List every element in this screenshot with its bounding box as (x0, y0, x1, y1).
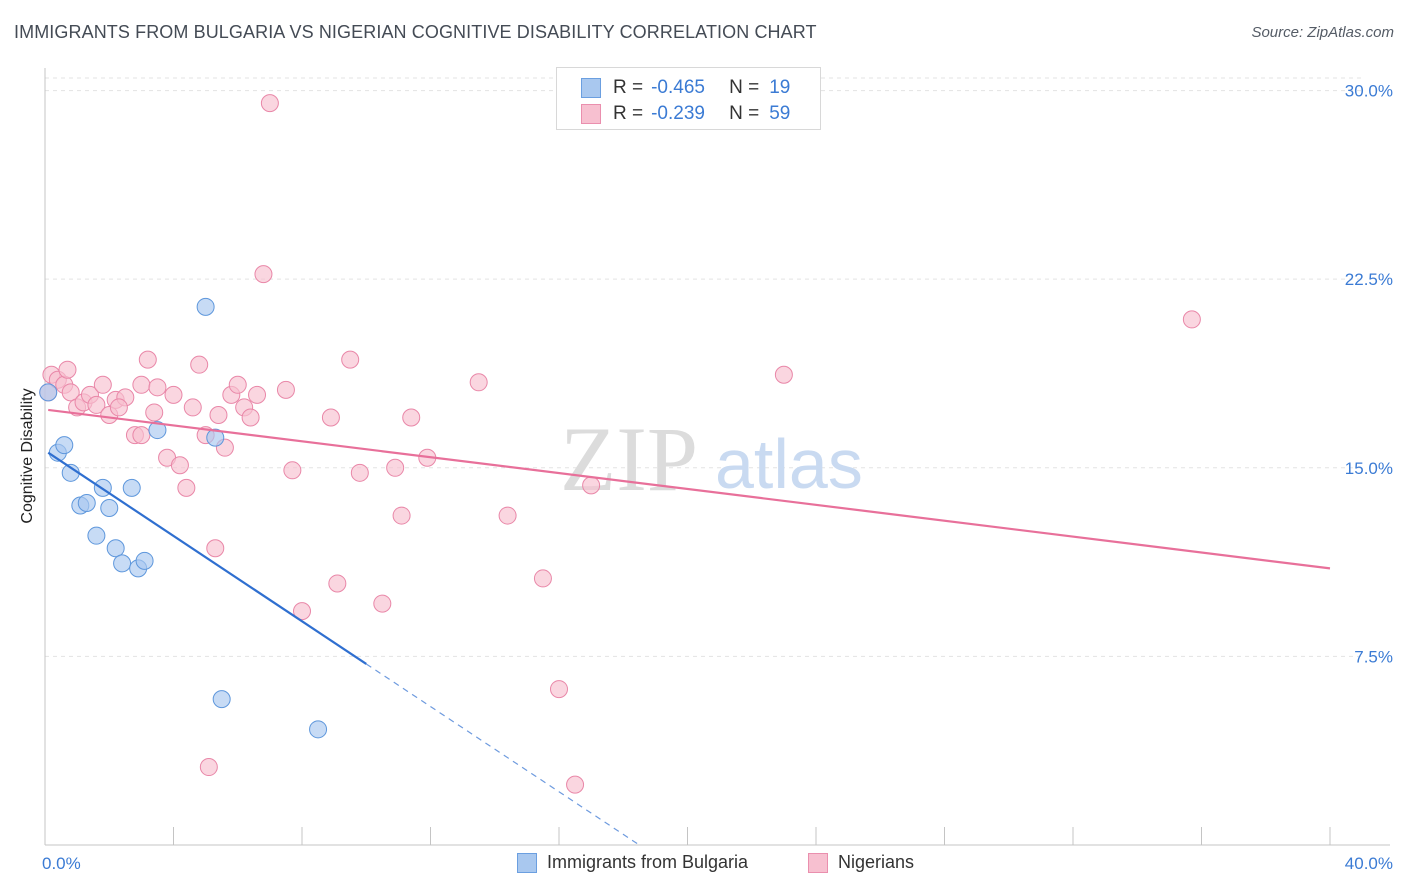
legend-item-bulgaria: Immigrants from Bulgaria (517, 852, 748, 873)
nigerians-point (774, 365, 793, 384)
nigerians-point (93, 375, 112, 394)
bulgaria-point (77, 493, 96, 512)
legend-swatch-bulgaria (581, 78, 601, 98)
source-attribution: Source: ZipAtlas.com (1251, 24, 1394, 41)
nigerians-point (170, 456, 189, 475)
series-legend: Immigrants from Bulgaria Nigerians (0, 852, 1406, 876)
nigerians-point (190, 355, 209, 374)
bulgaria-point (87, 526, 106, 545)
legend-n-label: N = (729, 103, 760, 124)
nigerians-point (241, 408, 260, 427)
nigerians-point (283, 461, 302, 480)
chart-title: IMMIGRANTS FROM BULGARIA VS NIGERIAN COG… (14, 22, 817, 42)
bulgaria-point (55, 436, 74, 455)
legend-row-nigerians: R = -0.239 N = 59 (581, 102, 790, 126)
nigerians-point (109, 398, 128, 417)
nigerians-point (148, 378, 167, 397)
bulgaria-point (196, 297, 215, 316)
legend-row-bulgaria: R = -0.465 N = 19 (581, 76, 790, 100)
legend-n-value: 19 (769, 77, 791, 98)
legend-r-label: R = (613, 103, 644, 124)
bulgaria-point (113, 554, 132, 573)
nigerians-point (1182, 310, 1201, 329)
legend-swatch-nigerians (808, 852, 828, 873)
nigerians-point (276, 380, 295, 399)
bulgaria-point (106, 539, 125, 558)
x-tick-label: 0.0% (42, 854, 81, 873)
legend-n-label: N = (729, 77, 760, 98)
nigerians-point (138, 350, 157, 369)
nigerians-point (58, 360, 77, 379)
nigerians-point (206, 539, 225, 558)
bulgaria-point (39, 383, 58, 402)
nigerians-point (183, 398, 202, 417)
nigerians-point (328, 574, 347, 593)
bulgaria-point (212, 690, 231, 709)
nigerians-point (254, 265, 273, 284)
bulgaria-trendline-extension (365, 663, 640, 846)
bulgaria-point (122, 478, 141, 497)
watermark-zip: ZIP (560, 408, 698, 510)
nigerians-point (392, 506, 411, 525)
nigerians-trendline (48, 408, 1331, 570)
nigerians-point (341, 350, 360, 369)
nigerians-point (199, 758, 218, 777)
x-tick-label: 40.0% (1345, 854, 1393, 873)
y-tick-label: 7.5% (1354, 647, 1393, 666)
nigerians-point (582, 476, 601, 495)
nigerians-point (469, 373, 488, 392)
nigerians-point (164, 385, 183, 404)
watermark-atlas: atlas (715, 425, 863, 503)
nigerians-point (498, 506, 517, 525)
legend-swatch-nigerians (581, 104, 601, 124)
nigerians-point (402, 408, 421, 427)
bulgaria-point (206, 428, 225, 447)
nigerians-point (87, 395, 106, 414)
y-tick-label: 30.0% (1345, 82, 1393, 101)
nigerians-point (145, 403, 164, 422)
y-tick-label: 15.0% (1345, 459, 1393, 478)
nigerians-point (293, 602, 311, 621)
bulgaria-point (148, 421, 167, 440)
nigerians-point (386, 458, 405, 477)
nigerians-point (260, 94, 279, 113)
nigerians-point (248, 385, 267, 404)
nigerians-point (61, 383, 80, 402)
nigerians-point (350, 463, 369, 482)
nigerians-point (533, 569, 552, 588)
correlation-legend: R = -0.465 N = 19 R = -0.239 N = 59 (556, 67, 821, 130)
legend-label-nigerians: Nigerians (838, 852, 915, 872)
legend-label-bulgaria: Immigrants from Bulgaria (547, 852, 749, 872)
nigerians-point (209, 405, 228, 424)
bulgaria-point (100, 499, 119, 518)
nigerians-point (132, 426, 151, 445)
legend-swatch-bulgaria (517, 852, 537, 873)
legend-item-nigerians: Nigerians (808, 852, 914, 873)
bulgaria-trendline (47, 451, 367, 665)
legend-r-label: R = (613, 77, 644, 98)
nigerians-point (228, 375, 247, 394)
nigerians-point (550, 680, 568, 699)
legend-n-value: 59 (769, 103, 791, 124)
nigerians-point (321, 408, 340, 427)
nigerians-point (566, 775, 585, 794)
nigerians-point (132, 375, 151, 394)
nigerians-point (177, 478, 196, 497)
nigerians-point (373, 594, 392, 613)
legend-r-value: -0.239 (651, 103, 705, 124)
y-tick-label: 22.5% (1345, 270, 1393, 289)
bulgaria-point (135, 551, 154, 570)
bulgaria-point (309, 720, 328, 739)
legend-r-value: -0.465 (651, 77, 705, 98)
